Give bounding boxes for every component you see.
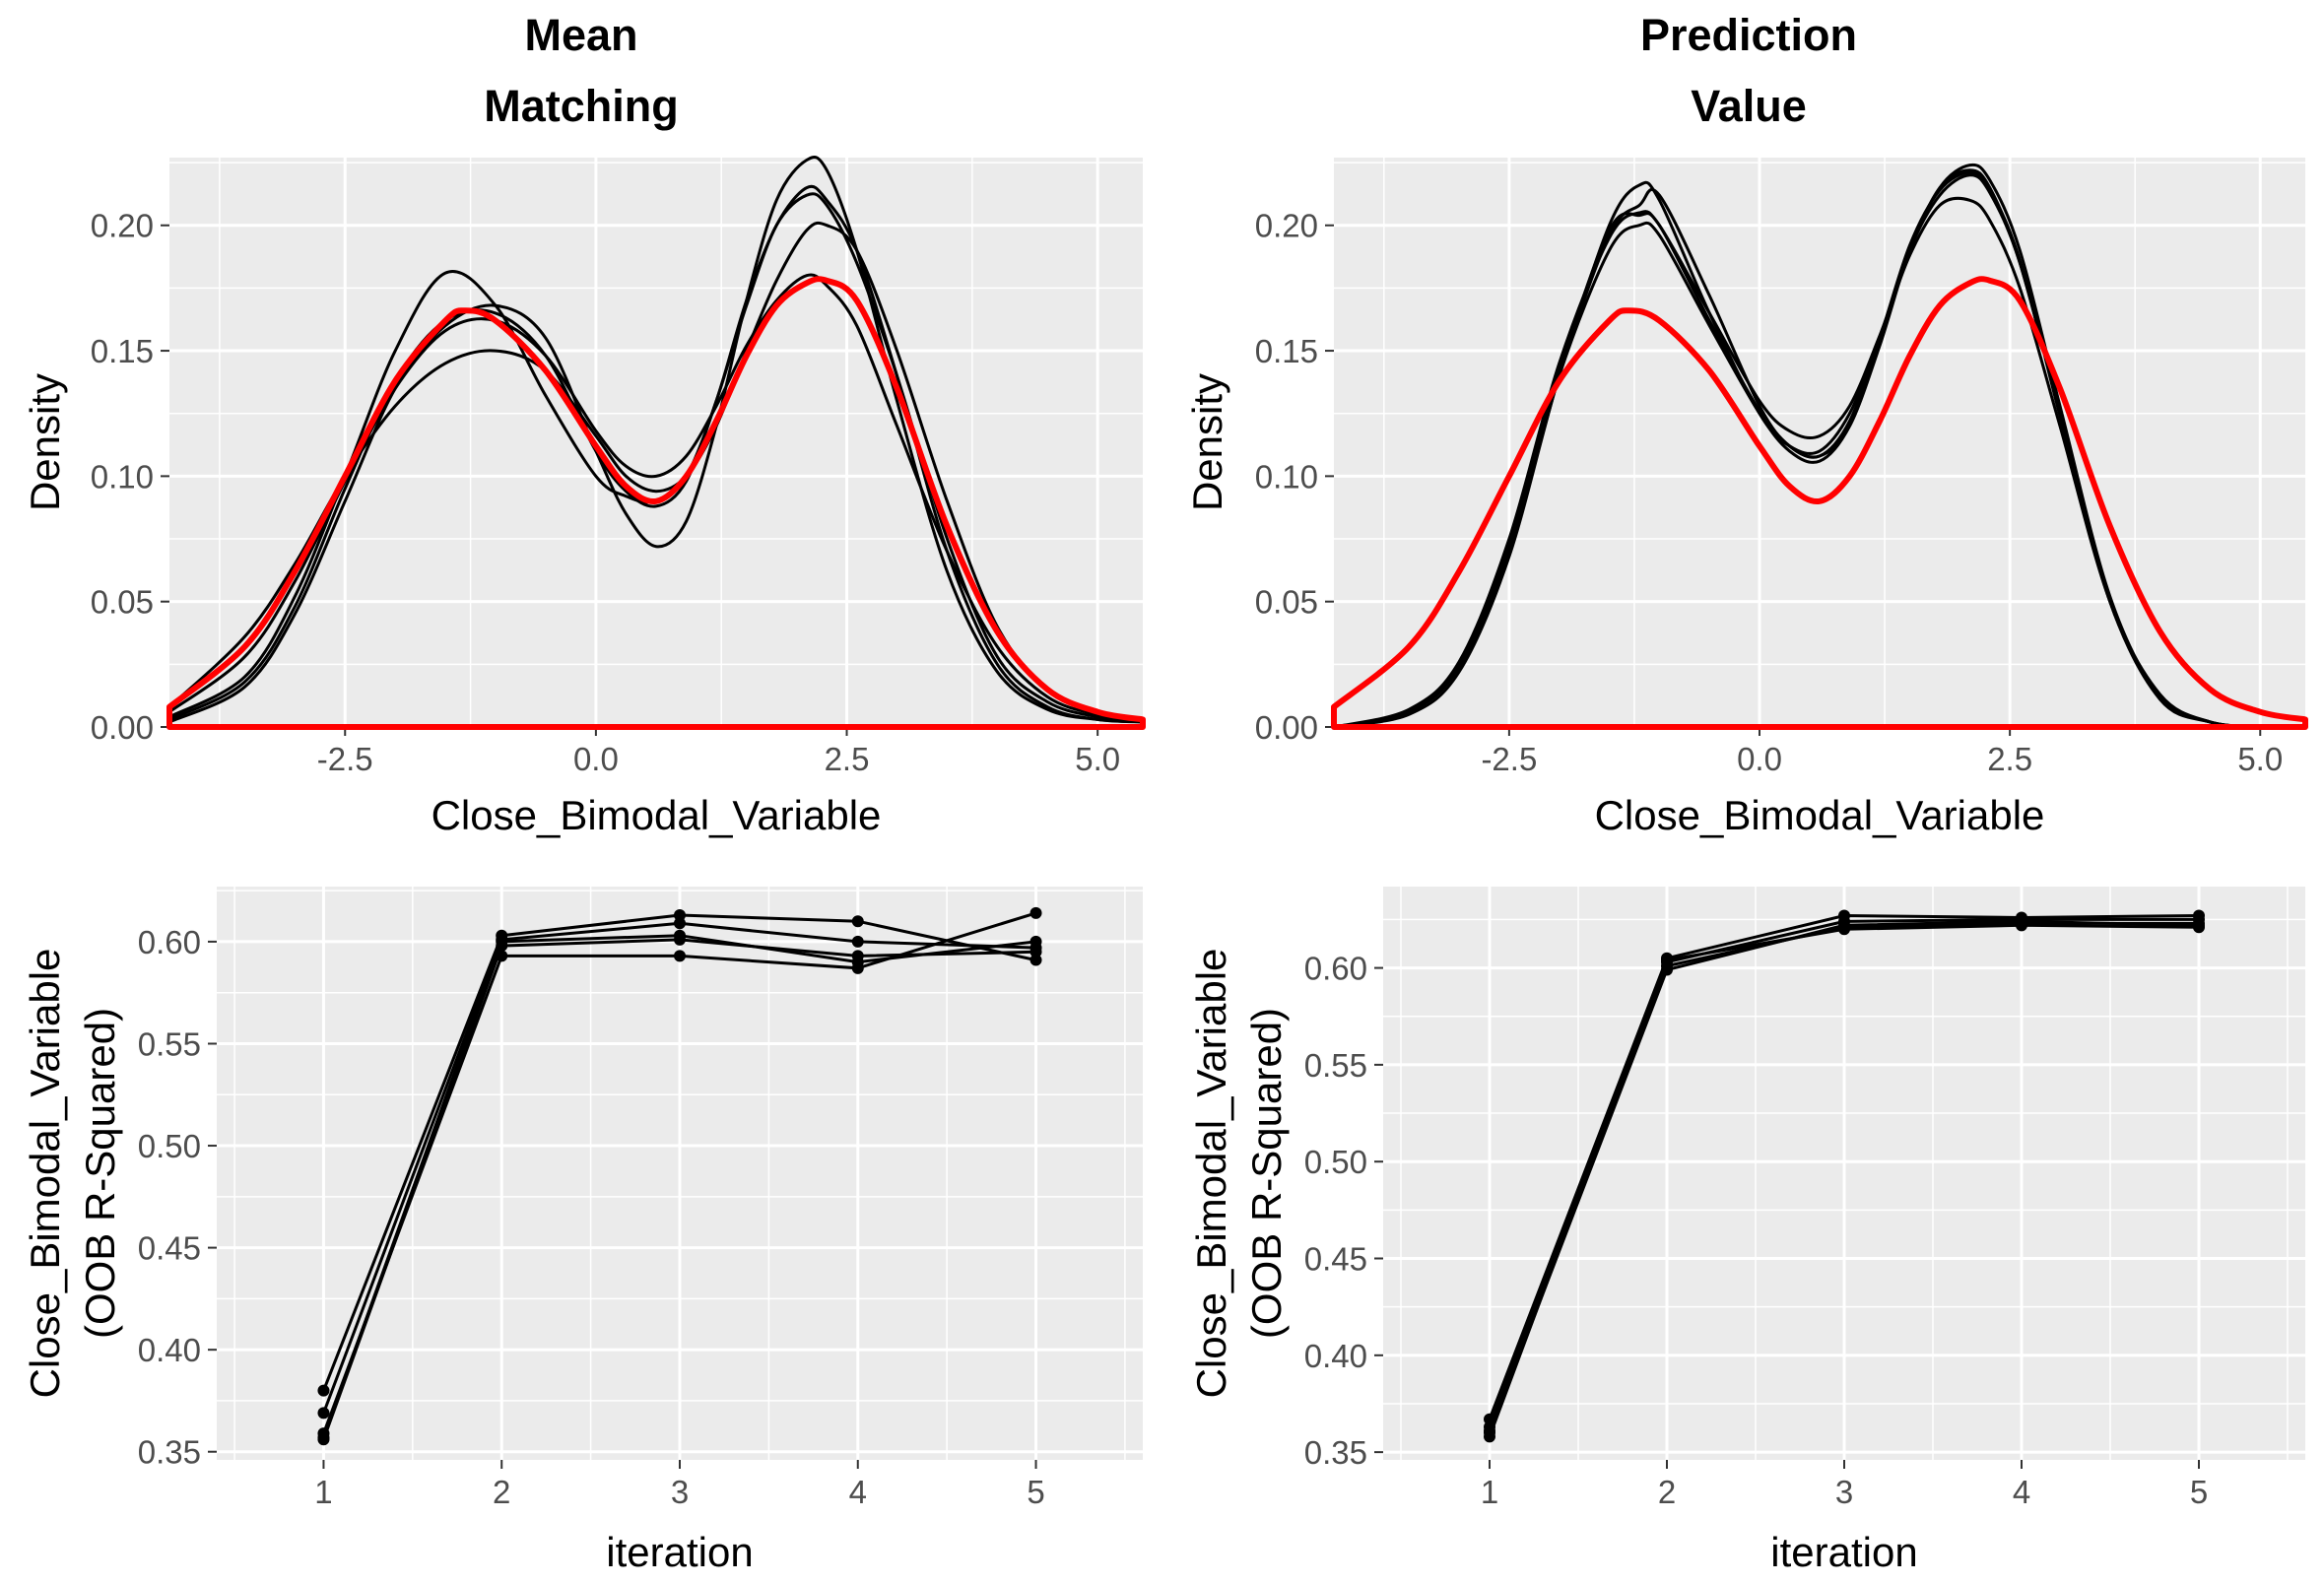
x-tick-label: 4 <box>849 1474 867 1510</box>
y-axis-title-line1: Close_Bimodal_Variable <box>22 949 68 1399</box>
y-tick-label: 0.05 <box>91 584 154 621</box>
x-tick-label: 2.5 <box>1987 741 2032 777</box>
r2-point-5-4 <box>2016 919 2027 932</box>
y-tick-label: 0.10 <box>91 458 154 495</box>
r2-point-5-3 <box>674 933 686 946</box>
r2-point-2-4 <box>851 935 864 948</box>
x-tick-label: 2 <box>493 1474 510 1510</box>
r2-point-5-1 <box>317 1433 330 1446</box>
panel-0: -2.5 0.0 2.5 5.0 0.00 0.05 0.10 0.15 0.20 Close_B… <box>22 156 1146 838</box>
imputed-density-line-5 <box>1333 170 2306 729</box>
y-tick-label: 0.20 <box>91 208 154 244</box>
x-tick-label: 0.0 <box>573 741 619 777</box>
x-tick-label: 5.0 <box>1075 741 1120 777</box>
r2-point-5-5 <box>1029 946 1042 958</box>
r2-point-1-4 <box>851 915 864 928</box>
title-prediction-value-line1: Prediction <box>1639 10 1858 60</box>
x-tick-label: 5 <box>1027 1474 1044 1510</box>
x-tick-label: 5.0 <box>2237 741 2283 777</box>
x-tick-label: -2.5 <box>317 741 373 777</box>
y-axis-title-line2: (OOB R-Squared) <box>1243 1008 1290 1339</box>
r2-point-1-1 <box>317 1384 330 1397</box>
x-tick-label: -2.5 <box>1481 741 1537 777</box>
r2-point-5-3 <box>1838 923 1850 936</box>
r2-point-3-3 <box>674 950 686 962</box>
y-tick-label: 0.45 <box>138 1230 201 1267</box>
x-axis-title: Close_Bimodal_Variable <box>432 792 882 838</box>
y-tick-label: 0.00 <box>91 709 154 746</box>
r2-point-5-4 <box>851 950 864 962</box>
y-tick-label: 0.45 <box>1304 1241 1367 1278</box>
r2-point-5-5 <box>2193 921 2205 934</box>
panel-background <box>169 158 1143 727</box>
x-tick-label: 3 <box>1835 1474 1853 1510</box>
panel-1: -2.5 0.0 2.5 5.0 0.00 0.05 0.10 0.15 0.20 Close_B… <box>1184 158 2308 838</box>
y-tick-label: 0.35 <box>138 1434 201 1471</box>
y-tick-label: 0.15 <box>91 333 154 369</box>
r2-point-1-5 <box>1029 954 1042 966</box>
y-tick-label: 0.55 <box>1304 1047 1367 1084</box>
y-tick-label: 0.40 <box>1304 1338 1367 1374</box>
title-mean-matching-line2: Matching <box>484 81 679 131</box>
y-tick-label: 0.10 <box>1255 458 1318 495</box>
observed-density-line <box>1331 276 2308 730</box>
x-tick-label: 2.5 <box>825 741 870 777</box>
r2-point-4-5 <box>1029 935 1042 948</box>
r2-point-2-1 <box>317 1407 330 1420</box>
y-tick-label: 0.50 <box>1304 1144 1367 1180</box>
r2-point-3-5 <box>1029 906 1042 919</box>
y-tick-label: 0.40 <box>138 1332 201 1368</box>
x-tick-label: 4 <box>2013 1474 2030 1510</box>
r2-point-1-3 <box>674 908 686 921</box>
y-tick-label: 0.05 <box>1255 584 1318 621</box>
x-tick-label: 2 <box>1658 1474 1676 1510</box>
y-axis-title-line1: Close_Bimodal_Variable <box>1188 949 1234 1399</box>
x-tick-label: 5 <box>2190 1474 2208 1510</box>
panel-background <box>1334 158 2305 727</box>
y-tick-label: 0.15 <box>1255 333 1318 369</box>
y-tick-label: 0.50 <box>138 1128 201 1164</box>
title-prediction-value: Prediction Value <box>1453 0 2044 142</box>
y-tick-label: 0.60 <box>1304 951 1367 987</box>
y-tick-label: 0.20 <box>1255 208 1318 244</box>
y-axis-title: Density <box>22 373 68 511</box>
title-mean-matching: Mean Matching <box>286 0 877 142</box>
r2-point-5-2 <box>496 940 508 953</box>
y-tick-label: 0.35 <box>1304 1434 1367 1471</box>
x-tick-label: 3 <box>671 1474 689 1510</box>
x-tick-label: 1 <box>1481 1474 1498 1510</box>
title-mean-matching-line1: Mean <box>524 10 638 60</box>
title-prediction-value-line2: Value <box>1691 81 1807 131</box>
r2-point-5-1 <box>1484 1430 1495 1443</box>
observed-density-line <box>166 276 1146 730</box>
y-tick-label: 0.55 <box>138 1025 201 1062</box>
r2-point-5-2 <box>1661 954 1673 966</box>
panel-3: 1 2 3 4 5 0.35 0.40 0.45 0.50 0.55 0.60 iteration Cl… <box>1188 887 2305 1575</box>
y-axis-title: Density <box>1184 373 1230 511</box>
y-tick-label: 0.00 <box>1255 709 1318 746</box>
x-axis-title: Close_Bimodal_Variable <box>1595 792 2045 838</box>
x-axis-title: iteration <box>1770 1529 1917 1575</box>
y-axis-title-line2: (OOB R-Squared) <box>77 1008 123 1339</box>
x-tick-label: 0.0 <box>1737 741 1782 777</box>
x-tick-label: 1 <box>314 1474 332 1510</box>
x-axis-title: iteration <box>606 1529 753 1575</box>
panel-2: 1 2 3 4 5 0.35 0.40 0.45 0.50 0.55 0.60 iteration Cl… <box>22 887 1143 1575</box>
y-tick-label: 0.60 <box>138 924 201 960</box>
r2-point-2-3 <box>674 917 686 930</box>
